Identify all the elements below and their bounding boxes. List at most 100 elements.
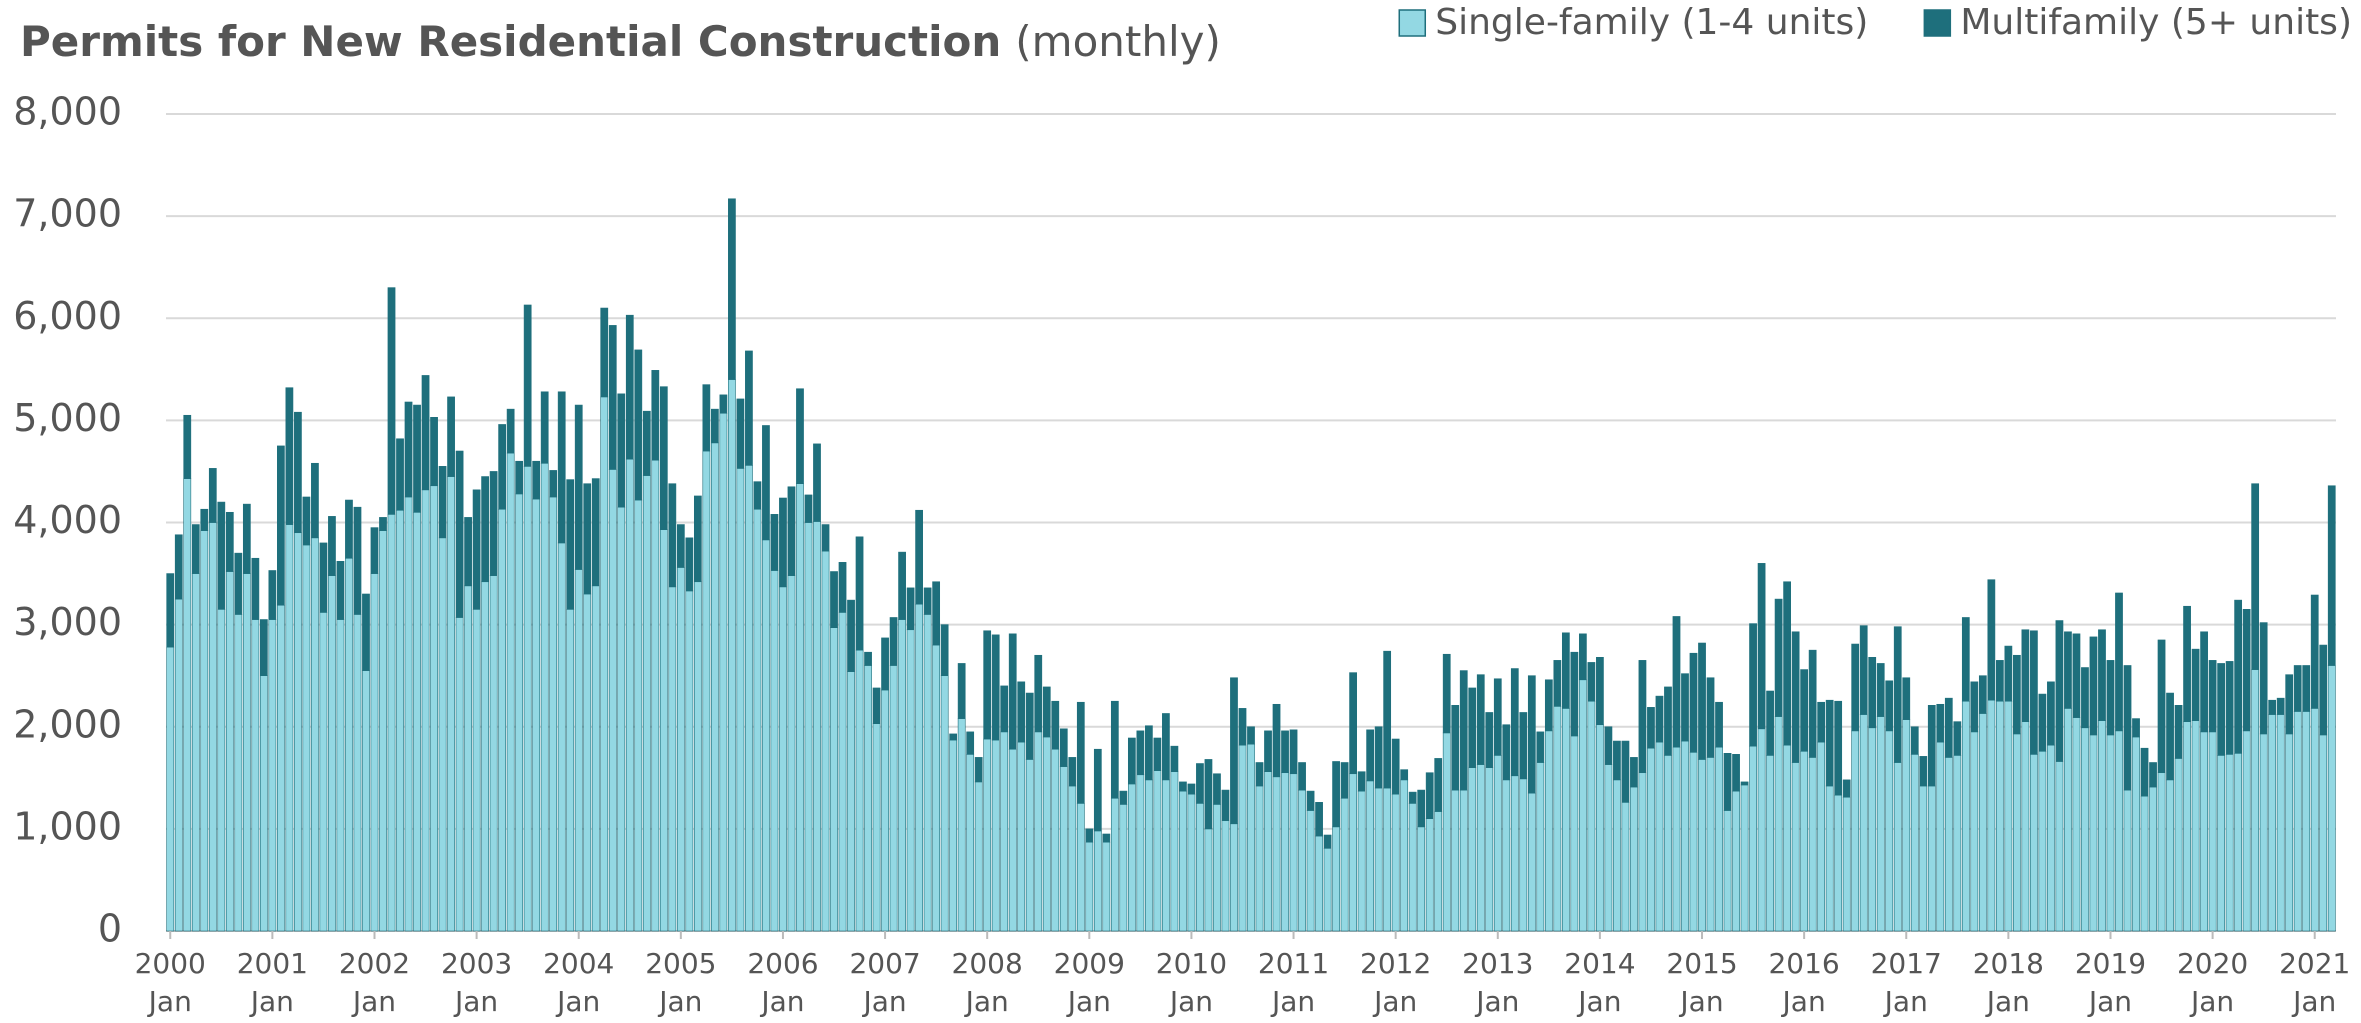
bar-segment	[983, 738, 992, 932]
bar-segment	[1145, 725, 1153, 781]
bar-segment	[1255, 785, 1264, 932]
bar-segment	[1230, 823, 1238, 932]
bar-segment	[404, 496, 413, 932]
bar-segment	[1153, 770, 1162, 932]
bar-segment	[174, 598, 183, 932]
bar-segment	[2234, 599, 2243, 754]
bar-segment	[1944, 697, 1953, 758]
bar-segment	[1613, 740, 1621, 781]
bar-segment	[2234, 753, 2243, 932]
y-tick-label: 0	[98, 907, 122, 951]
bar-segment	[1944, 757, 1953, 932]
bar-segment	[1740, 781, 1749, 786]
bar-segment	[336, 561, 345, 620]
bar-segment	[1306, 810, 1315, 932]
bar-segment	[770, 514, 779, 571]
bar-segment	[787, 575, 796, 932]
bar-segment	[1204, 828, 1213, 932]
bar-segment	[566, 479, 575, 610]
bar-segment	[2047, 681, 2055, 746]
bar-segment	[370, 527, 379, 574]
bar-segment	[532, 498, 541, 932]
bar-segment	[191, 573, 200, 932]
bar-segment	[438, 537, 447, 932]
bar-segment	[1519, 712, 1528, 780]
bar-segment	[1970, 681, 1979, 733]
bar-segment	[200, 530, 209, 932]
bar-segment	[642, 475, 651, 932]
bar-segment	[847, 671, 855, 932]
bar-segment	[574, 569, 583, 932]
bar-segment	[1068, 785, 1077, 932]
bar-segment	[2115, 730, 2123, 932]
bar-segment	[617, 393, 626, 508]
bar-segment	[1434, 811, 1443, 932]
bar-segment	[1987, 579, 1996, 701]
bar-segment	[472, 609, 481, 932]
bar-segment	[2285, 674, 2294, 735]
bar-segment	[2268, 714, 2277, 932]
y-tick-label: 5,000	[13, 396, 122, 440]
bar-segment	[642, 410, 651, 476]
bar-segment	[370, 573, 379, 932]
bar-segment	[1681, 740, 1689, 932]
bar-segment	[285, 387, 294, 525]
bar-segment	[2242, 609, 2251, 732]
bar-segment	[2217, 755, 2225, 932]
bar-segment	[1510, 775, 1519, 932]
x-tick-label: 2001 Jan	[236, 947, 308, 1018]
bar-segment	[302, 496, 311, 546]
bar-segment	[2072, 633, 2081, 718]
x-tick-label: 2004 Jan	[543, 947, 615, 1018]
bar-segment	[1570, 735, 1579, 932]
bar-segment	[2030, 754, 2038, 932]
bar-segment	[1332, 761, 1340, 828]
bar-segment	[1919, 785, 1928, 932]
bar-segment	[2225, 754, 2234, 932]
bar-segment	[915, 603, 923, 932]
x-tick-label: 2008 Jan	[951, 947, 1023, 1018]
bar-segment	[1553, 660, 1562, 707]
bar-segment	[1604, 764, 1613, 932]
bar-segment	[2004, 700, 2013, 932]
bar-segment	[2327, 665, 2336, 932]
bar-segment	[736, 468, 745, 932]
bar-segment	[1842, 796, 1851, 932]
bar-segment	[1289, 729, 1298, 775]
bar-segment	[259, 675, 268, 932]
bar-segment	[1893, 626, 1902, 763]
x-tick-label: 2006 Jan	[747, 947, 819, 1018]
bar-segment	[1306, 790, 1315, 811]
bar-segment	[1604, 726, 1613, 765]
bar-segment	[1068, 757, 1077, 787]
bar-segment	[659, 386, 668, 530]
bar-segment	[2115, 592, 2123, 732]
bar-segment	[1825, 785, 1834, 932]
bar-segment	[1093, 748, 1102, 832]
bar-segment	[2183, 721, 2191, 932]
bar-segment	[498, 508, 507, 932]
y-tick-label: 8,000	[13, 90, 122, 134]
bar-segment	[1732, 790, 1740, 932]
bar-segment	[600, 396, 609, 932]
bar-segment	[1119, 790, 1128, 805]
bar-segment	[1953, 721, 1962, 756]
bar-segment	[1638, 660, 1647, 774]
bar-segment	[2200, 631, 2208, 733]
bar-segment	[1076, 701, 1085, 804]
bar-segment	[608, 469, 617, 932]
bar-segment	[515, 493, 524, 932]
legend-label: Multifamily (5+ units)	[1960, 2, 2352, 43]
bar-segment	[2140, 795, 2149, 932]
bar-segment	[1179, 781, 1187, 792]
bar-segment	[1059, 766, 1068, 932]
bar-segment	[413, 511, 421, 932]
bar-segment	[506, 408, 515, 454]
bar-segment	[251, 557, 260, 620]
bar-segment	[1085, 841, 1094, 932]
subtitle: (monthly)	[1015, 17, 1221, 66]
bar-segment	[396, 438, 404, 511]
bar-segment	[1213, 804, 1221, 932]
